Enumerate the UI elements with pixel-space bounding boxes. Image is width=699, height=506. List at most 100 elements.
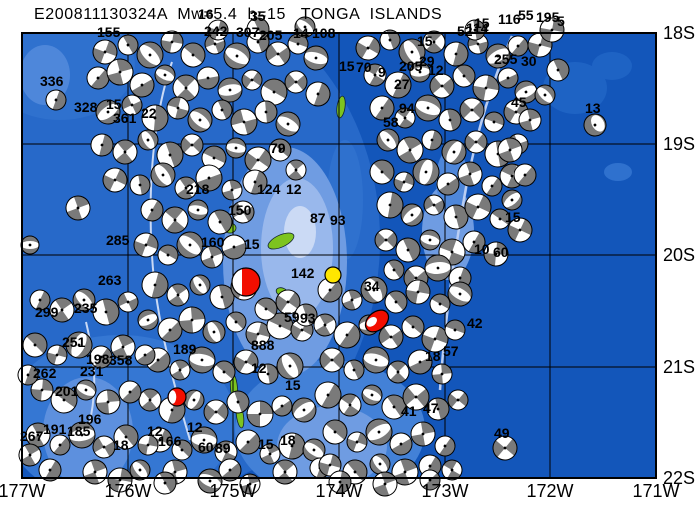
number-label: 231 — [80, 363, 104, 379]
number-label: 15 — [244, 236, 260, 252]
beachball — [196, 66, 220, 90]
beachball — [117, 291, 139, 313]
beachball — [376, 191, 404, 219]
beachball — [141, 271, 169, 299]
beachball — [393, 171, 415, 193]
beachball — [225, 137, 247, 159]
beachball — [401, 315, 425, 339]
beachball — [117, 34, 139, 56]
number-label: 12 — [147, 423, 163, 439]
beachball — [407, 349, 433, 375]
number-label: 142 — [291, 265, 315, 281]
trench-contour-west-2 — [85, 321, 96, 431]
number-label: 30 — [521, 53, 537, 69]
number-label: 195 — [536, 9, 560, 25]
beachball — [355, 35, 381, 61]
beachball — [464, 130, 488, 154]
beachball — [22, 332, 48, 358]
number-label: 49 — [494, 425, 510, 441]
number-label: 15 — [258, 436, 274, 452]
number-label: 888 — [251, 337, 275, 353]
beachball — [383, 259, 405, 281]
beachball — [294, 303, 318, 327]
beachball — [481, 175, 503, 197]
beachball — [133, 232, 159, 258]
beachball — [369, 159, 395, 185]
number-label: 205 — [259, 27, 283, 43]
beachball — [396, 136, 424, 164]
beachball — [513, 163, 537, 187]
beachball — [361, 384, 383, 406]
beachball — [276, 352, 304, 380]
beachball — [195, 164, 223, 192]
beachball — [203, 399, 229, 425]
number-label: 59 — [284, 309, 300, 325]
beachball — [113, 424, 139, 450]
number-label: 13 — [585, 100, 601, 116]
beachball — [389, 432, 413, 456]
island — [267, 232, 295, 250]
beachball — [426, 397, 450, 421]
number-label: 242 — [204, 23, 228, 39]
beachball — [429, 73, 455, 99]
beachball — [178, 306, 206, 334]
number-label: 93 — [330, 212, 346, 228]
beachball — [546, 58, 570, 82]
number-label: 87 — [310, 210, 326, 226]
beachball — [180, 133, 204, 157]
number-label: 262 — [33, 365, 57, 381]
beachball — [110, 334, 136, 360]
number-label: 12 — [286, 181, 302, 197]
beachball — [174, 176, 198, 200]
number-label: 255 — [494, 51, 518, 67]
beachball — [38, 458, 62, 482]
beachball — [171, 439, 193, 461]
axis-label-layer: 177W 176W 175W 174W 173W 172W 171W 18S 19S 20S 21S… — [0, 23, 695, 501]
beachball — [459, 97, 485, 123]
number-label: 58 — [383, 114, 399, 130]
beachball — [188, 346, 216, 374]
number-label: 15 — [339, 58, 355, 74]
beachball — [200, 245, 224, 269]
beachball-red-small — [167, 387, 187, 407]
number-label: 16 — [198, 6, 214, 22]
beachball — [369, 453, 391, 475]
beachball — [485, 43, 511, 69]
beachball — [318, 453, 342, 477]
beachball — [226, 390, 250, 414]
beachball — [254, 100, 278, 124]
beachball — [190, 426, 218, 454]
number-label: 22 — [141, 105, 157, 121]
number-label: 57 — [443, 343, 459, 359]
beachball — [287, 33, 309, 55]
beachball — [106, 58, 134, 86]
number-label: 18 — [425, 348, 441, 364]
number-label: 10 — [474, 241, 490, 257]
bathy-shade — [284, 206, 316, 258]
beachball — [75, 379, 97, 401]
beachball — [360, 276, 388, 304]
beachball — [187, 107, 213, 133]
beachball — [68, 421, 96, 449]
beachball — [497, 137, 523, 163]
beachball — [211, 99, 233, 121]
beachball — [275, 111, 301, 137]
beachball — [400, 203, 424, 227]
beachball — [65, 195, 91, 221]
beachball — [90, 133, 114, 157]
number-label: 42 — [467, 315, 483, 331]
beachball — [134, 344, 156, 366]
number-label: 12 — [428, 62, 444, 78]
x-axis-label: 173W — [421, 481, 468, 501]
beachball — [92, 435, 116, 459]
beachball — [423, 194, 445, 216]
beachball — [381, 394, 407, 420]
beachball — [462, 230, 486, 254]
beachball — [363, 63, 387, 87]
beachball — [405, 279, 431, 305]
x-axis-label: 171W — [632, 481, 679, 501]
beachball — [431, 363, 453, 385]
number-label: 361 — [113, 110, 137, 126]
beachball — [154, 64, 176, 86]
